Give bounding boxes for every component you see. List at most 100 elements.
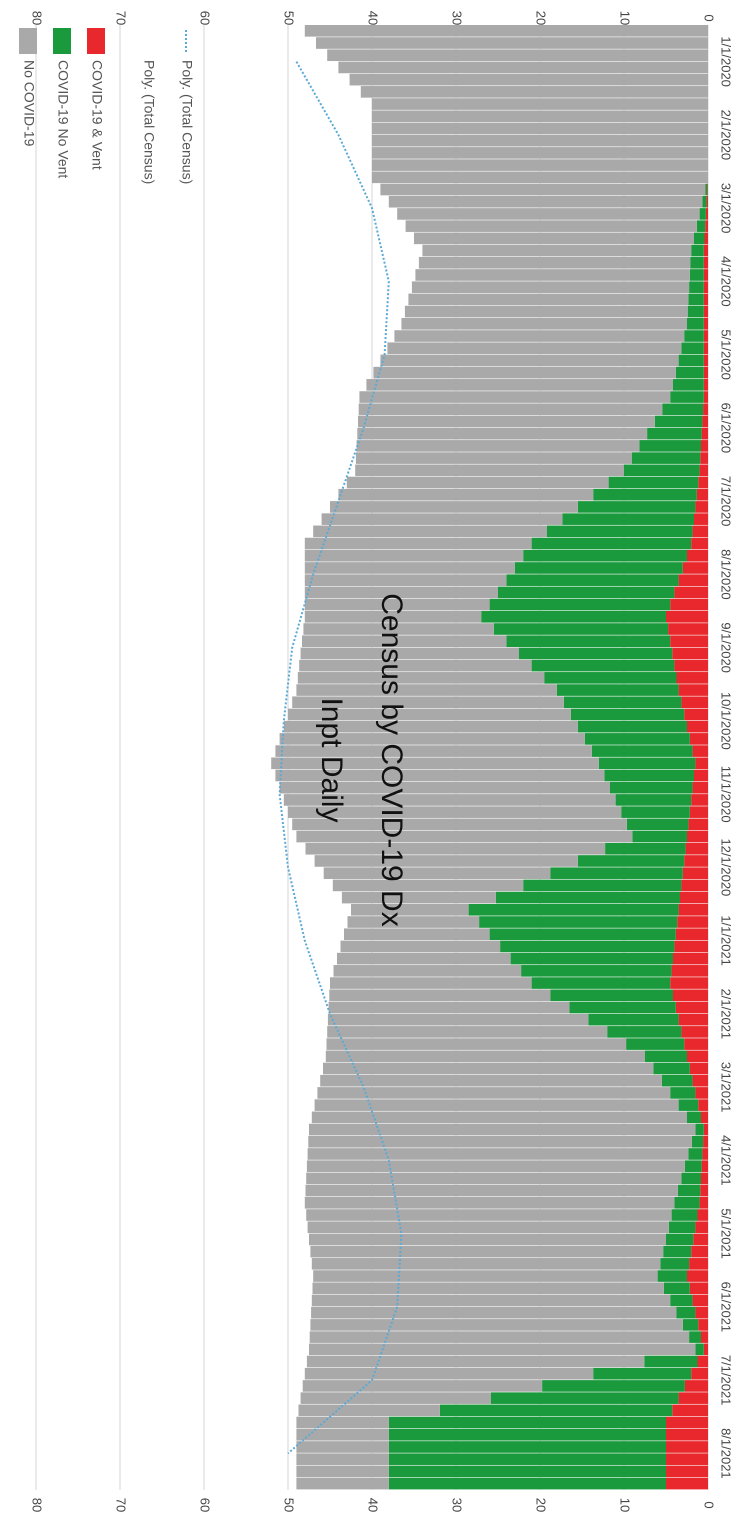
bar-segment-covid-19-no-vent [531,977,671,989]
bar-segment-covid-19-vent [674,940,708,953]
bar-segment-no-covid-19 [288,708,571,721]
x-tick-label: 9/1/2020 [719,622,734,673]
bar-segment-covid-19-no-vent [687,305,704,318]
bar-segment-covid-19-no-vent [498,586,675,599]
bar-segment-covid-19-vent [701,440,708,452]
bar-segment-no-covid-19 [303,623,494,635]
x-tick-label: 10/1/2020 [719,692,734,750]
bar-segment-no-covid-19 [404,305,688,318]
bar-segment-no-covid-19 [304,611,482,623]
bar-segment-covid-19-vent [701,1172,708,1185]
bar-segment-no-covid-19 [304,537,532,550]
bar-segment-covid-19-no-vent [621,806,690,818]
bar-segment-covid-19-vent [673,952,708,965]
bar-segment-covid-19-no-vent [663,1282,690,1295]
bar-segment-covid-19-no-vent [678,354,704,367]
bar-segment-covid-19-vent [666,1441,708,1453]
bar-segment-covid-19-no-vent [647,427,702,440]
bar-segment-covid-19-vent [691,794,708,806]
bar-segment-covid-19-no-vent [479,916,678,928]
bar-segment-covid-19-no-vent [644,1355,698,1368]
bar-segment-covid-19-no-vent [562,513,694,525]
legend-swatch [53,28,71,54]
bar-segment-covid-19-vent [666,611,708,623]
bar-segment-no-covid-19 [296,1477,389,1490]
bar-segment-covid-19-no-vent [631,452,701,464]
y-tick-label-left: 60 [198,1498,213,1512]
bar-segment-covid-19-vent [675,928,708,941]
bar-segment-covid-19-no-vent [523,549,687,562]
bar-segment-covid-19-no-vent [569,1001,676,1014]
bar-segment-no-covid-19 [344,928,490,941]
bar-segment-no-covid-19 [326,1038,627,1050]
bar-segment-covid-19-no-vent [489,598,671,611]
bar-segment-no-covid-19 [332,879,524,892]
x-tick-label: 6/1/2020 [719,403,734,454]
bar-segment-no-covid-19 [311,1294,671,1307]
bar-segment-covid-19-no-vent [542,1380,685,1392]
chart-title: Inpt Daily Census by COVID-19 Dx [315,593,408,926]
y-tick-label-left: 10 [618,1498,633,1512]
bar-segment-covid-19-no-vent [687,1111,701,1124]
y-axis-ticks: 0 0 10 10 20 20 30 30 40 40 50 50 60 60 70 70 80 80 [30,11,717,1512]
bar-segment-no-covid-19 [358,415,655,428]
bar-segment-covid-19-vent [701,1111,708,1124]
bar-segment-covid-19-vent [703,391,708,403]
bar-segment-no-covid-19 [275,745,592,757]
bar-segment-no-covid-19 [330,501,578,513]
bar-segment-covid-19-no-vent [662,403,704,416]
legend-label: Poly. (Total Census) [141,60,157,184]
bar-segment-covid-19-no-vent [684,1160,702,1172]
bar-segment-covid-19-no-vent [626,818,689,831]
bar-segment-no-covid-19 [304,562,515,574]
bar-segment-covid-19-no-vent [688,293,704,306]
bar-segment-covid-19-no-vent [645,1050,687,1063]
bar-segment-covid-19-vent [689,806,708,818]
bar-segment-no-covid-19 [309,1123,696,1136]
bar-segment-covid-19-no-vent [523,879,682,892]
bar-segment-covid-19-no-vent [388,1477,666,1490]
y-tick-label-left: 80 [30,1498,45,1512]
bar-segment-covid-19-no-vent [654,415,703,428]
bar-segment-covid-19-vent [666,1428,708,1441]
bar-segment-covid-19-no-vent [694,232,705,245]
bar-segment-covid-19-vent [689,1258,708,1270]
bar-segment-covid-19-vent [684,1380,708,1392]
bar-segment-covid-19-no-vent [691,1135,704,1148]
bar-segment-no-covid-19 [275,769,605,782]
bar-segment-covid-19-vent [692,781,708,794]
bar-segment-no-covid-19 [306,1355,645,1368]
bar-segment-covid-19-vent [700,452,708,464]
bar-segment-no-covid-19 [283,794,616,806]
bar-segment-no-covid-19 [310,1245,664,1258]
bar-segment-covid-19-vent [677,916,708,928]
bar-segment-no-covid-19 [415,269,690,281]
bar-segment-no-covid-19 [316,37,708,49]
x-tick-label: 1/1/2021 [719,915,734,966]
bar-segment-no-covid-19 [313,525,547,538]
bar-segment-covid-19-no-vent [689,1331,701,1343]
bar-segment-no-covid-19 [298,1404,440,1417]
bar-segment-covid-19-vent [671,965,708,977]
bar-segment-no-covid-19 [296,1441,389,1453]
bar-segment-covid-19-no-vent [388,1441,666,1453]
bar-segment-covid-19-vent [695,1087,708,1099]
bar-segment-covid-19-vent [668,623,708,635]
bar-segment-covid-19-no-vent [668,1221,696,1234]
bar-segment-covid-19-no-vent [678,1099,699,1111]
bar-segment-no-covid-19 [414,232,694,245]
bar-segment-covid-19-no-vent [689,281,704,293]
bar-segment-no-covid-19 [333,965,522,977]
x-axis-ticks: 1/1/2020 2/1/2020 3/1/2020 4/1/2020 5/1/2020… [719,36,734,1478]
bar-segment-covid-19-no-vent [608,476,699,489]
bar-segment-no-covid-19 [380,183,706,196]
bar-segment-no-covid-19 [397,208,700,220]
bar-segment-covid-19-no-vent [666,1233,694,1246]
bar-segment-no-covid-19 [309,1343,696,1356]
bar-segment-covid-19-vent [703,293,708,306]
bar-segment-covid-19-vent [698,1319,708,1331]
x-tick-label: 12/1/2020 [719,838,734,896]
bar-segment-covid-19-no-vent [682,1319,699,1331]
bar-segment-covid-19-vent [689,1062,708,1075]
bar-segment-no-covid-19 [325,1050,645,1063]
